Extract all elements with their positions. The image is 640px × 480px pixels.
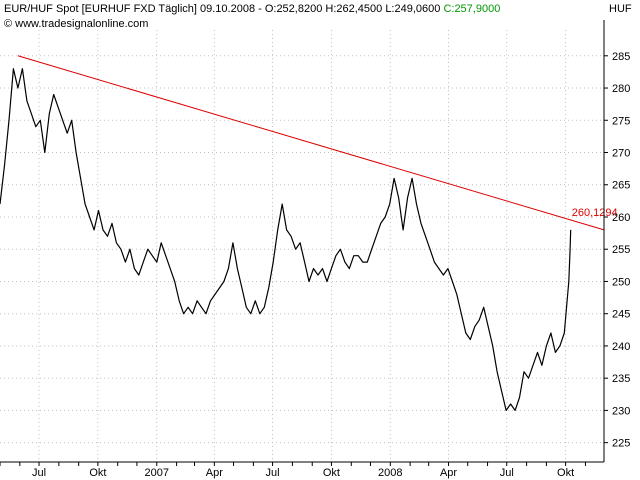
- y-tick-label: 270: [612, 148, 630, 160]
- x-tick-label: Jul: [32, 467, 46, 479]
- x-tick-label: 2007: [145, 467, 169, 479]
- y-tick-label: 255: [612, 244, 630, 256]
- instrument-info: EUR/HUF Spot [EURHUF FXD Täglich] 09.10.…: [4, 3, 441, 15]
- x-tick-label: Apr: [206, 467, 223, 479]
- x-tick-label: Okt: [89, 467, 106, 479]
- y-tick-label: 235: [612, 373, 630, 385]
- y-tick-label: 240: [612, 341, 630, 353]
- price-series-line: [0, 68, 572, 411]
- x-tick-label: Apr: [440, 467, 457, 479]
- y-tick-label: 285: [612, 51, 630, 63]
- y-tick-label: 250: [612, 276, 630, 288]
- y-tick-label: 230: [612, 405, 630, 417]
- chart-title: EUR/HUF Spot [EURHUF FXD Täglich] 09.10.…: [4, 3, 500, 16]
- close-value: C:257,9000: [443, 3, 501, 15]
- y-tick-label: 245: [612, 309, 630, 321]
- trendline-value-label: 260,1294: [572, 207, 618, 219]
- x-tick-label: Okt: [323, 467, 340, 479]
- trendline: [17, 55, 605, 231]
- grid: [0, 30, 604, 462]
- source-line: © www.tradesignalonline.com: [4, 18, 148, 31]
- y-tick-label: 280: [612, 83, 630, 95]
- y-tick-label: 225: [612, 438, 630, 450]
- axes: 225 230 235 240 245 250 255 260 265 270 275 280 285 J…: [0, 20, 630, 479]
- y-tick-label: 275: [612, 115, 630, 127]
- x-tick-label: Okt: [557, 467, 574, 479]
- y-tick-label: 260: [612, 212, 630, 224]
- source-url: www.tradesignalonline.com: [15, 18, 149, 30]
- x-tick-label: 2008: [378, 467, 402, 479]
- unit-label: HUF: [609, 3, 632, 15]
- copyright-icon: ©: [4, 18, 13, 30]
- x-tick-label: Jul: [500, 467, 514, 479]
- series-layer: 260,1294: [0, 55, 618, 411]
- y-tick-label: 265: [612, 180, 630, 192]
- x-tick-label: Jul: [266, 467, 280, 479]
